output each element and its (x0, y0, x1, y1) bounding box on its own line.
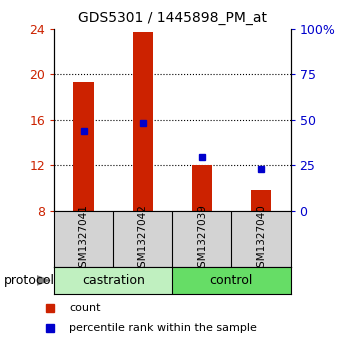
Polygon shape (37, 275, 51, 286)
Bar (133, 32, 153, 211)
Text: GSM1327042: GSM1327042 (138, 204, 148, 274)
Text: percentile rank within the sample: percentile rank within the sample (69, 323, 257, 333)
Text: GSM1327040: GSM1327040 (256, 204, 266, 274)
Bar (54, 267, 172, 294)
Text: control: control (210, 274, 253, 287)
Text: GSM1327039: GSM1327039 (197, 204, 207, 274)
Text: protocol: protocol (4, 274, 55, 287)
Text: GSM1327041: GSM1327041 (79, 204, 89, 274)
Title: GDS5301 / 1445898_PM_at: GDS5301 / 1445898_PM_at (78, 11, 267, 25)
Bar (172, 267, 290, 294)
Bar (191, 165, 212, 211)
Bar (74, 82, 94, 211)
Text: count: count (69, 303, 101, 313)
Text: castration: castration (82, 274, 145, 287)
Bar (251, 190, 271, 211)
